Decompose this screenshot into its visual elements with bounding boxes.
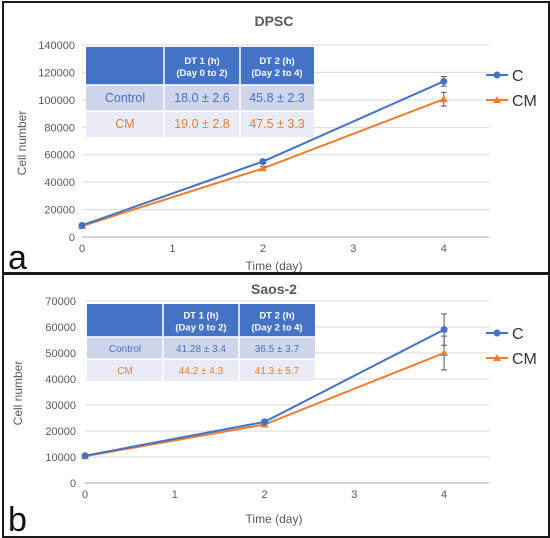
x-tick-label: 4 bbox=[441, 489, 447, 501]
table-header-row bbox=[86, 47, 314, 85]
x-tick-label: 1 bbox=[169, 243, 175, 255]
x-tick-label: 4 bbox=[441, 243, 447, 255]
table-header-dt2-range: (Day 2 to 4) bbox=[251, 68, 302, 79]
chart-panel-a: DPSC Time (day) Cell number a 0 20000 4000… bbox=[2, 1, 550, 274]
data-point-c bbox=[440, 77, 448, 85]
y-tick-label: 30000 bbox=[45, 400, 76, 412]
y-tick-label: 50000 bbox=[45, 348, 76, 360]
y-tick-label: 80000 bbox=[44, 122, 75, 134]
chart-title: Saos-2 bbox=[251, 281, 297, 297]
table-row bbox=[86, 111, 314, 137]
data-point-c bbox=[81, 452, 89, 460]
y-tick-label: 0 bbox=[70, 478, 76, 490]
table-header-dt1-range: (Day 0 to 2) bbox=[175, 323, 226, 334]
x-tick-label: 1 bbox=[172, 489, 178, 501]
legend-label-cm: CM bbox=[512, 351, 537, 368]
legend-marker-c bbox=[493, 71, 501, 79]
table-row-label: Control bbox=[105, 91, 145, 105]
table-cell-dt1: 41.28 ± 3.4 bbox=[176, 344, 226, 355]
data-point-cm bbox=[440, 349, 449, 356]
x-axis-title: Time (day) bbox=[246, 259, 303, 272]
panel-letter: a bbox=[8, 239, 27, 272]
chart-panel-b: Saos-2 Time (day) Cell number b 0 10000 20… bbox=[2, 273, 550, 538]
legend-label-cm: CM bbox=[512, 93, 537, 110]
x-tick-label: 0 bbox=[82, 489, 88, 501]
y-tick-label: 60000 bbox=[45, 322, 76, 334]
table-cell-dt1: 18.0 ± 2.6 bbox=[174, 91, 230, 105]
legend-marker-cm bbox=[493, 354, 501, 361]
table-row-label: Control bbox=[109, 344, 141, 355]
y-tick-label: 40000 bbox=[44, 177, 75, 189]
y-tick-label: 20000 bbox=[45, 426, 76, 438]
table-header-dt1-range: (Day 0 to 2) bbox=[176, 68, 227, 79]
y-tick-label: 40000 bbox=[45, 374, 76, 386]
legend-marker-c bbox=[493, 329, 501, 337]
x-tick-label: 3 bbox=[350, 243, 356, 255]
y-tick-label: 20000 bbox=[44, 205, 75, 217]
y-tick-label: 10000 bbox=[45, 452, 76, 464]
chart-title: DPSC bbox=[255, 13, 294, 29]
table-cell-dt2: 41.3 ± 5.7 bbox=[255, 366, 300, 377]
data-point-c bbox=[78, 221, 86, 229]
table-cell-dt1: 44.2 ± 4.3 bbox=[179, 366, 224, 377]
x-axis-title: Time (day) bbox=[246, 512, 303, 526]
chart-a-svg: DPSC Time (day) Cell number a 0 20000 4000… bbox=[8, 13, 537, 272]
chart-b-svg: Saos-2 Time (day) Cell number b 01000020… bbox=[8, 281, 537, 536]
table-row bbox=[87, 337, 315, 359]
table-row bbox=[86, 85, 314, 111]
x-tick-label: 0 bbox=[79, 243, 85, 255]
y-axis-title: Cell number bbox=[11, 361, 25, 426]
table-row bbox=[87, 359, 315, 381]
data-point-cm bbox=[439, 95, 448, 103]
table-header-dt1: DT 1 (h) bbox=[184, 56, 219, 67]
y-axis-title: Cell number bbox=[15, 111, 29, 176]
data-point-c bbox=[440, 326, 448, 334]
legend-marker-cm bbox=[493, 96, 501, 103]
x-tick-label: 2 bbox=[261, 489, 267, 501]
legend-label-c: C bbox=[512, 326, 524, 343]
table-header-row bbox=[87, 304, 315, 337]
table-cell-dt1: 19.0 ± 2.8 bbox=[174, 117, 230, 131]
y-tick-label: 140000 bbox=[38, 40, 75, 52]
table-cell-dt2: 36.5 ± 3.7 bbox=[255, 344, 300, 355]
table-row-label: CM bbox=[115, 117, 134, 131]
table-header-dt2: DT 2 (h) bbox=[259, 56, 294, 67]
table-header-dt2: DT 2 (h) bbox=[259, 311, 294, 322]
y-tick-label: 120000 bbox=[38, 67, 75, 79]
y-tick-label: 70000 bbox=[45, 296, 76, 308]
table-row-label: CM bbox=[117, 366, 133, 377]
data-point-cm bbox=[258, 164, 267, 172]
y-tick-label: 60000 bbox=[44, 150, 75, 162]
table-header-dt1: DT 1 (h) bbox=[183, 311, 218, 322]
table-cell-dt2: 45.8 ± 2.3 bbox=[249, 91, 305, 105]
x-tick-label: 2 bbox=[260, 243, 266, 255]
x-tick-label: 3 bbox=[351, 489, 357, 501]
legend-label-c: C bbox=[512, 68, 524, 85]
data-point-c bbox=[259, 158, 267, 166]
data-point-c bbox=[261, 418, 269, 426]
y-tick-label: 100000 bbox=[38, 95, 75, 107]
table-header-dt2-range: (Day 2 to 4) bbox=[251, 323, 302, 334]
y-tick-label: 0 bbox=[69, 232, 75, 244]
table-cell-dt2: 47.5 ± 3.3 bbox=[249, 117, 305, 131]
panel-letter: b bbox=[8, 501, 27, 536]
